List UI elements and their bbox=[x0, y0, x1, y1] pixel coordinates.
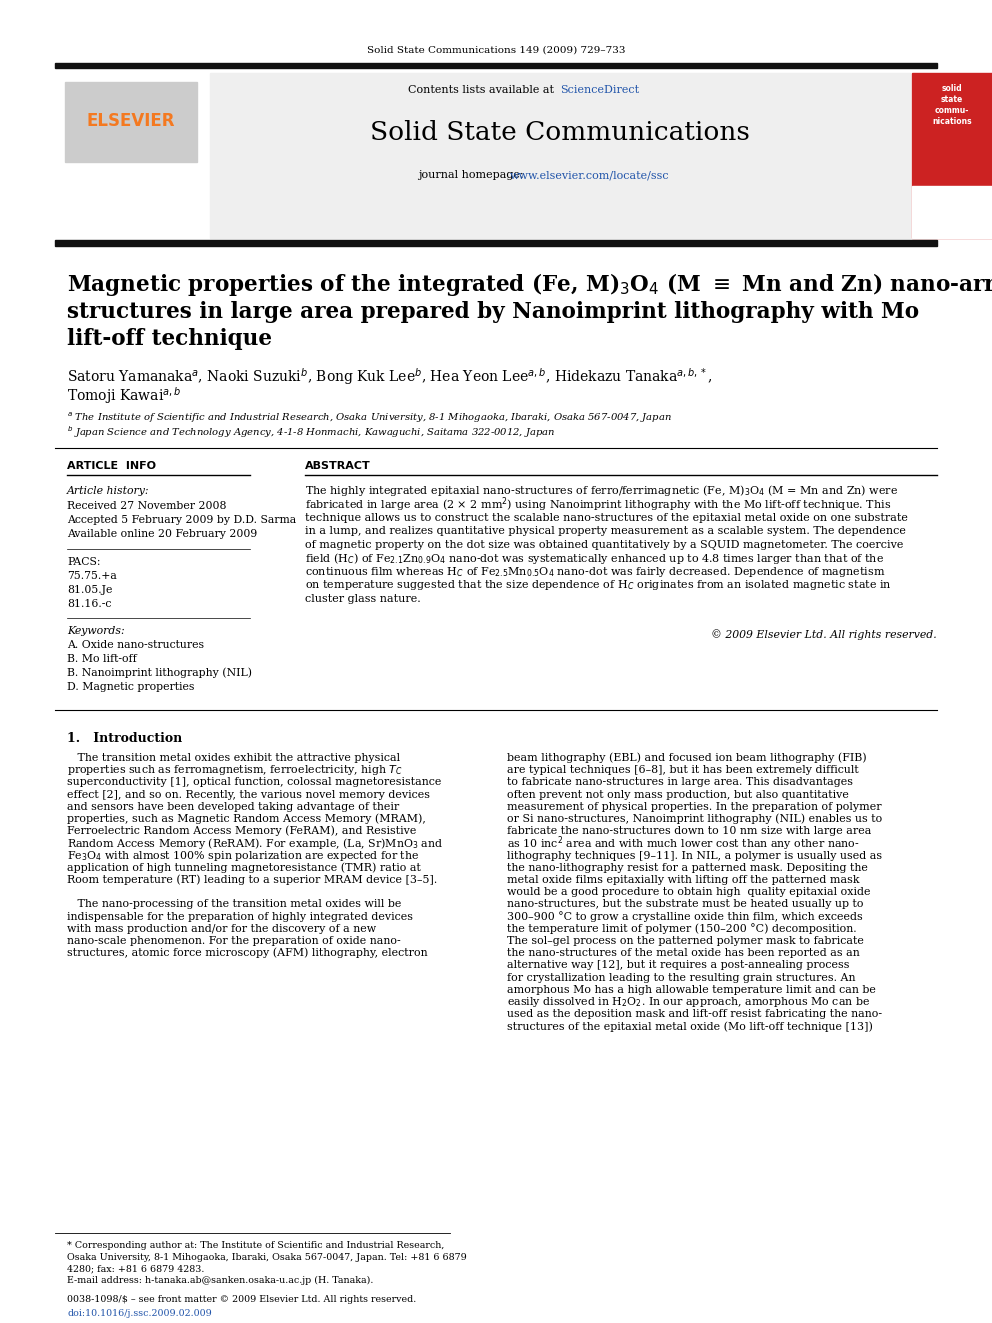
Text: Satoru Yamanaka$^a$, Naoki Suzuki$^b$, Bong Kuk Lee$^b$, Hea Yeon Lee$^{a,b}$, H: Satoru Yamanaka$^a$, Naoki Suzuki$^b$, B… bbox=[67, 366, 712, 388]
Text: Random Access Memory (ReRAM). For example, (La, Sr)MnO$_3$ and: Random Access Memory (ReRAM). For exampl… bbox=[67, 836, 443, 851]
Text: lift-off technique: lift-off technique bbox=[67, 328, 272, 351]
Text: continuous film whereas H$_C$ of Fe$_{2.5}$Mn$_{0.5}$O$_4$ nano-dot was fairly d: continuous film whereas H$_C$ of Fe$_{2.… bbox=[305, 565, 886, 579]
Text: journal homepage:: journal homepage: bbox=[418, 169, 527, 180]
Text: $^b$ Japan Science and Technology Agency, 4-1-8 Honmachi, Kawaguchi, Saitama 322: $^b$ Japan Science and Technology Agency… bbox=[67, 425, 556, 441]
Text: D. Magnetic properties: D. Magnetic properties bbox=[67, 681, 194, 692]
Text: superconductivity [1], optical function, colossal magnetoresistance: superconductivity [1], optical function,… bbox=[67, 778, 441, 787]
Text: solid
state
commu-
nications: solid state commu- nications bbox=[932, 83, 972, 126]
Text: nano-scale phenomenon. For the preparation of oxide nano-: nano-scale phenomenon. For the preparati… bbox=[67, 935, 401, 946]
Text: or Si nano-structures, Nanoimprint lithography (NIL) enables us to: or Si nano-structures, Nanoimprint litho… bbox=[507, 814, 882, 824]
Text: * Corresponding author at: The Institute of Scientific and Industrial Research,: * Corresponding author at: The Institute… bbox=[67, 1241, 444, 1250]
Text: for crystallization leading to the resulting grain structures. An: for crystallization leading to the resul… bbox=[507, 972, 855, 983]
Text: ABSTRACT: ABSTRACT bbox=[305, 460, 371, 471]
Text: © 2009 Elsevier Ltd. All rights reserved.: © 2009 Elsevier Ltd. All rights reserved… bbox=[711, 630, 937, 640]
Text: The highly integrated epitaxial nano-structures of ferro/ferrimagnetic (Fe, M)$_: The highly integrated epitaxial nano-str… bbox=[305, 483, 898, 499]
Text: indispensable for the preparation of highly integrated devices: indispensable for the preparation of hig… bbox=[67, 912, 413, 922]
Bar bbox=[210, 73, 910, 238]
Text: easily dissolved in H$_2$O$_2$. In our approach, amorphous Mo can be: easily dissolved in H$_2$O$_2$. In our a… bbox=[507, 995, 870, 1009]
Text: 0038-1098/$ – see front matter © 2009 Elsevier Ltd. All rights reserved.: 0038-1098/$ – see front matter © 2009 El… bbox=[67, 1295, 417, 1304]
Text: the nano-structures of the metal oxide has been reported as an: the nano-structures of the metal oxide h… bbox=[507, 949, 860, 958]
Text: Available online 20 February 2009: Available online 20 February 2009 bbox=[67, 529, 257, 538]
Text: 81.16.-c: 81.16.-c bbox=[67, 599, 111, 609]
Text: Contents lists available at: Contents lists available at bbox=[409, 85, 558, 95]
Text: E-mail address: h-tanaka.ab@sanken.osaka-u.ac.jp (H. Tanaka).: E-mail address: h-tanaka.ab@sanken.osaka… bbox=[67, 1275, 373, 1285]
Text: Ferroelectric Random Access Memory (FeRAM), and Resistive: Ferroelectric Random Access Memory (FeRA… bbox=[67, 826, 417, 836]
Text: Article history:: Article history: bbox=[67, 486, 150, 496]
Text: Keywords:: Keywords: bbox=[67, 626, 125, 636]
Text: fabricated in large area (2 × 2 mm$^2$) using Nanoimprint lithography with the M: fabricated in large area (2 × 2 mm$^2$) … bbox=[305, 495, 891, 513]
Text: Osaka University, 8-1 Mihogaoka, Ibaraki, Osaka 567-0047, Japan. Tel: +81 6 6879: Osaka University, 8-1 Mihogaoka, Ibaraki… bbox=[67, 1253, 467, 1262]
Text: fabricate the nano-structures down to 10 nm size with large area: fabricate the nano-structures down to 10… bbox=[507, 826, 871, 836]
Text: Received 27 November 2008: Received 27 November 2008 bbox=[67, 501, 226, 511]
Text: nano-structures, but the substrate must be heated usually up to: nano-structures, but the substrate must … bbox=[507, 900, 863, 909]
Bar bbox=[65, 82, 197, 161]
Text: Tomoji Kawai$^{a,b}$: Tomoji Kawai$^{a,b}$ bbox=[67, 385, 182, 406]
Text: structures of the epitaxial metal oxide (Mo lift-off technique [13]): structures of the epitaxial metal oxide … bbox=[507, 1021, 873, 1032]
Text: as 10 inc$^2$ area and with much lower cost than any other nano-: as 10 inc$^2$ area and with much lower c… bbox=[507, 833, 860, 853]
Text: 81.05.Je: 81.05.Je bbox=[67, 585, 112, 595]
Bar bbox=[55, 73, 207, 238]
Text: are typical techniques [6–8], but it has been extremely difficult: are typical techniques [6–8], but it has… bbox=[507, 765, 859, 775]
Text: Room temperature (RT) leading to a superior MRAM device [3–5].: Room temperature (RT) leading to a super… bbox=[67, 875, 437, 885]
Text: properties, such as Magnetic Random Access Memory (MRAM),: properties, such as Magnetic Random Acce… bbox=[67, 814, 426, 824]
Text: ScienceDirect: ScienceDirect bbox=[560, 85, 639, 95]
Text: Accepted 5 February 2009 by D.D. Sarma: Accepted 5 February 2009 by D.D. Sarma bbox=[67, 515, 297, 525]
Text: on temperature suggested that the size dependence of H$_C$ originates from an is: on temperature suggested that the size d… bbox=[305, 578, 892, 593]
Text: of magnetic property on the dot size was obtained quantitatively by a SQUID magn: of magnetic property on the dot size was… bbox=[305, 540, 904, 550]
Text: and sensors have been developed taking advantage of their: and sensors have been developed taking a… bbox=[67, 802, 399, 812]
Bar bbox=[912, 187, 992, 238]
Text: field (H$_C$) of Fe$_{2.1}$Zn$_{0.9}$O$_4$ nano-dot was systematically enhanced : field (H$_C$) of Fe$_{2.1}$Zn$_{0.9}$O$_… bbox=[305, 550, 884, 566]
Text: in a lump, and realizes quantitative physical property measurement as a scalable: in a lump, and realizes quantitative phy… bbox=[305, 527, 906, 537]
Text: 300–900 °C to grow a crystalline oxide thin film, which exceeds: 300–900 °C to grow a crystalline oxide t… bbox=[507, 912, 863, 922]
Text: Magnetic properties of the integrated (Fe, M)$_3$O$_4$ (M $\equiv$ Mn and Zn) na: Magnetic properties of the integrated (F… bbox=[67, 271, 992, 299]
Text: properties such as ferromagnetism, ferroelectricity, high $T_C$: properties such as ferromagnetism, ferro… bbox=[67, 763, 403, 777]
Text: the nano-lithography resist for a patterned mask. Depositing the: the nano-lithography resist for a patter… bbox=[507, 863, 868, 873]
Text: application of high tunneling magnetoresistance (TMR) ratio at: application of high tunneling magnetores… bbox=[67, 863, 421, 873]
Text: 1.   Introduction: 1. Introduction bbox=[67, 732, 183, 745]
Text: effect [2], and so on. Recently, the various novel memory devices: effect [2], and so on. Recently, the var… bbox=[67, 790, 430, 799]
Text: lithography techniques [9–11]. In NIL, a polymer is usually used as: lithography techniques [9–11]. In NIL, a… bbox=[507, 851, 882, 860]
Text: beam lithography (EBL) and focused ion beam lithography (FIB): beam lithography (EBL) and focused ion b… bbox=[507, 753, 867, 763]
Text: B. Mo lift-off: B. Mo lift-off bbox=[67, 654, 137, 664]
Text: A. Oxide nano-structures: A. Oxide nano-structures bbox=[67, 640, 204, 650]
Text: The nano-processing of the transition metal oxides will be: The nano-processing of the transition me… bbox=[67, 900, 402, 909]
Text: the temperature limit of polymer (150–200 °C) decomposition.: the temperature limit of polymer (150–20… bbox=[507, 923, 857, 934]
Text: Solid State Communications: Solid State Communications bbox=[370, 120, 750, 146]
Text: The transition metal oxides exhibit the attractive physical: The transition metal oxides exhibit the … bbox=[67, 753, 400, 763]
Text: structures, atomic force microscopy (AFM) lithography, electron: structures, atomic force microscopy (AFM… bbox=[67, 947, 428, 958]
Text: alternative way [12], but it requires a post-annealing process: alternative way [12], but it requires a … bbox=[507, 960, 849, 970]
Text: structures in large area prepared by Nanoimprint lithography with Mo: structures in large area prepared by Nan… bbox=[67, 302, 920, 323]
Text: B. Nanoimprint lithography (NIL): B. Nanoimprint lithography (NIL) bbox=[67, 668, 252, 679]
Text: amorphous Mo has a high allowable temperature limit and can be: amorphous Mo has a high allowable temper… bbox=[507, 984, 876, 995]
Text: 4280; fax: +81 6 6879 4283.: 4280; fax: +81 6 6879 4283. bbox=[67, 1265, 204, 1274]
Text: Fe$_3$O$_4$ with almost 100% spin polarization are expected for the: Fe$_3$O$_4$ with almost 100% spin polari… bbox=[67, 848, 420, 863]
Text: www.elsevier.com/locate/ssc: www.elsevier.com/locate/ssc bbox=[510, 169, 670, 180]
Text: measurement of physical properties. In the preparation of polymer: measurement of physical properties. In t… bbox=[507, 802, 882, 812]
Text: would be a good procedure to obtain high  quality epitaxial oxide: would be a good procedure to obtain high… bbox=[507, 888, 871, 897]
Bar bbox=[912, 73, 992, 238]
Text: metal oxide films epitaxially with lifting off the patterned mask: metal oxide films epitaxially with lifti… bbox=[507, 875, 859, 885]
Text: $^a$ The Institute of Scientific and Industrial Research, Osaka University, 8-1 : $^a$ The Institute of Scientific and Ind… bbox=[67, 411, 672, 425]
Text: ARTICLE  INFO: ARTICLE INFO bbox=[67, 460, 156, 471]
Text: to fabricate nano-structures in large area. This disadvantages: to fabricate nano-structures in large ar… bbox=[507, 778, 853, 787]
Bar bbox=[55, 64, 937, 67]
Text: cluster glass nature.: cluster glass nature. bbox=[305, 594, 421, 605]
Text: 75.75.+a: 75.75.+a bbox=[67, 572, 117, 581]
Text: with mass production and/or for the discovery of a new: with mass production and/or for the disc… bbox=[67, 923, 376, 934]
Text: often prevent not only mass production, but also quantitative: often prevent not only mass production, … bbox=[507, 790, 849, 799]
Text: used as the deposition mask and lift-off resist fabricating the nano-: used as the deposition mask and lift-off… bbox=[507, 1009, 882, 1019]
Bar bbox=[55, 239, 937, 246]
Text: technique allows us to construct the scalable nano-structures of the epitaxial m: technique allows us to construct the sca… bbox=[305, 513, 908, 523]
Text: ELSEVIER: ELSEVIER bbox=[86, 112, 176, 130]
Text: PACS:: PACS: bbox=[67, 557, 100, 568]
Text: The sol–gel process on the patterned polymer mask to fabricate: The sol–gel process on the patterned pol… bbox=[507, 935, 864, 946]
Text: doi:10.1016/j.ssc.2009.02.009: doi:10.1016/j.ssc.2009.02.009 bbox=[67, 1308, 211, 1318]
Text: Solid State Communications 149 (2009) 729–733: Solid State Communications 149 (2009) 72… bbox=[367, 45, 625, 54]
